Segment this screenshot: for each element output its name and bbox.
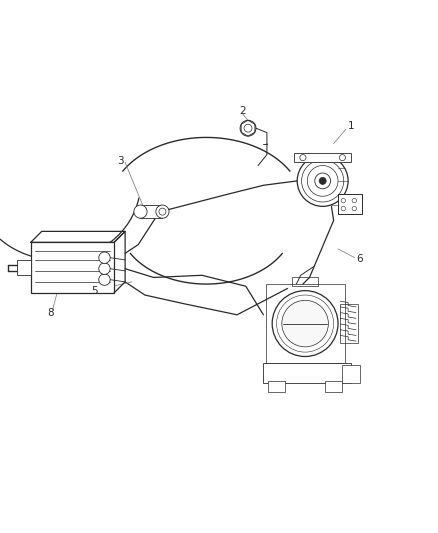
Circle shape bbox=[340, 198, 345, 203]
Circle shape bbox=[351, 206, 356, 211]
Bar bbox=[337, 194, 361, 214]
Circle shape bbox=[99, 263, 110, 274]
Bar bbox=[31, 243, 114, 293]
Bar bbox=[17, 260, 31, 275]
Bar bbox=[263, 363, 350, 383]
Text: 5: 5 bbox=[91, 286, 98, 296]
Circle shape bbox=[240, 120, 255, 136]
Circle shape bbox=[301, 160, 343, 202]
Circle shape bbox=[340, 206, 345, 211]
Text: 1: 1 bbox=[347, 121, 354, 131]
Circle shape bbox=[99, 252, 110, 263]
Circle shape bbox=[318, 177, 325, 184]
Bar bbox=[324, 381, 342, 392]
Bar bbox=[265, 284, 344, 363]
Text: 6: 6 bbox=[356, 254, 363, 264]
Bar bbox=[293, 153, 350, 163]
Text: 3: 3 bbox=[117, 156, 124, 166]
Circle shape bbox=[155, 205, 169, 218]
Bar bbox=[339, 304, 357, 343]
Circle shape bbox=[99, 274, 110, 285]
Circle shape bbox=[281, 300, 328, 347]
Bar bbox=[267, 381, 285, 392]
Bar bbox=[342, 365, 359, 383]
Circle shape bbox=[244, 124, 251, 132]
Bar bbox=[291, 278, 318, 286]
Circle shape bbox=[276, 295, 333, 352]
Circle shape bbox=[339, 155, 345, 161]
Circle shape bbox=[307, 166, 337, 196]
Text: 2: 2 bbox=[239, 106, 246, 116]
Circle shape bbox=[314, 173, 330, 189]
Circle shape bbox=[297, 156, 347, 206]
Circle shape bbox=[272, 290, 337, 357]
Circle shape bbox=[351, 198, 356, 203]
Text: 8: 8 bbox=[47, 308, 54, 318]
Bar bbox=[140, 205, 162, 218]
Circle shape bbox=[159, 208, 166, 215]
Circle shape bbox=[134, 205, 147, 218]
Circle shape bbox=[299, 155, 305, 161]
